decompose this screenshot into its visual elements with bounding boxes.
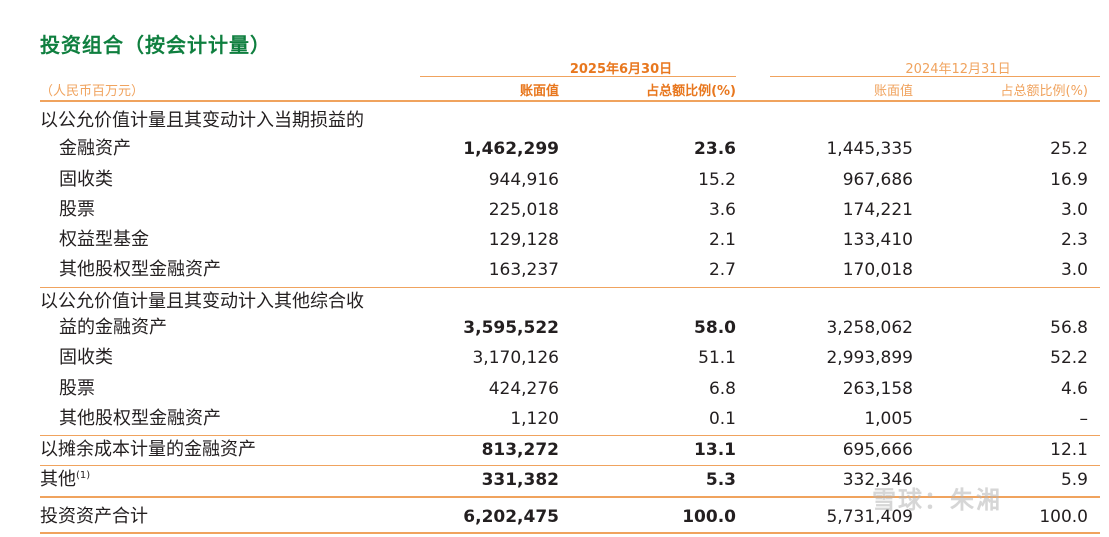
value-previous: 1,445,335 xyxy=(826,139,913,159)
percent-current: 51.1 xyxy=(698,348,736,368)
col-book-value-previous: 账面值 xyxy=(873,84,913,99)
value-previous: 2,993,899 xyxy=(826,348,913,368)
period-previous-rule xyxy=(770,76,1100,77)
value-current: 129,128 xyxy=(488,230,559,250)
row-label: 投资资产合计 xyxy=(40,506,148,527)
percent-previous: 4.6 xyxy=(1060,379,1088,399)
percent-previous: 16.9 xyxy=(1050,170,1088,190)
period-previous: 2024年12月31日 xyxy=(905,62,1011,77)
footnote-marker: (1) xyxy=(76,470,91,481)
row-label: 其他(1) xyxy=(40,465,90,495)
percent-current: 23.6 xyxy=(694,139,736,159)
table-row: 股票 424,276 6.8 263,158 4.6 xyxy=(0,374,1109,404)
table-row: 股票 225,018 3.6 174,221 3.0 xyxy=(0,195,1109,225)
percent-previous: 25.2 xyxy=(1050,139,1088,159)
value-current: 163,237 xyxy=(488,260,559,280)
percent-previous: – xyxy=(1079,409,1089,429)
table-row: 以公允价值计量且其变动计入当期损益的 xyxy=(0,106,1109,136)
table-row-total: 投资资产合计 6,202,475 100.0 5,731,409 100.0 xyxy=(0,502,1109,532)
value-current: 3,170,126 xyxy=(472,348,559,368)
percent-previous: 12.1 xyxy=(1050,440,1088,460)
value-previous: 3,258,062 xyxy=(826,318,913,338)
period-current: 2025年6月30日 xyxy=(569,62,673,77)
value-previous: 967,686 xyxy=(842,170,913,190)
percent-previous: 2.3 xyxy=(1060,230,1088,250)
row-label: 金融资产 xyxy=(59,138,131,159)
row-divider xyxy=(40,287,1100,288)
row-divider xyxy=(40,435,1100,436)
row-label: 固收类 xyxy=(59,169,113,190)
value-current: 331,382 xyxy=(481,470,559,490)
watermark: 雪球：朱湘 xyxy=(872,486,1002,514)
row-label-text: 其他 xyxy=(40,469,76,490)
value-current: 6,202,475 xyxy=(463,507,559,527)
value-previous: 174,221 xyxy=(842,200,913,220)
value-previous: 1,005 xyxy=(864,409,913,429)
header-rule xyxy=(40,100,1100,102)
table-row: 以公允价值计量且其变动计入其他综合收 xyxy=(0,287,1109,317)
row-label: 权益型基金 xyxy=(59,229,149,250)
percent-current: 0.1 xyxy=(708,409,736,429)
percent-previous: 56.8 xyxy=(1050,318,1088,338)
col-percent-current: 占总额比例(%) xyxy=(646,84,736,99)
value-current: 1,120 xyxy=(510,409,559,429)
row-label: 益的金融资产 xyxy=(59,317,167,338)
percent-current: 2.1 xyxy=(708,230,736,250)
value-current: 944,916 xyxy=(488,170,559,190)
value-current: 3,595,522 xyxy=(463,318,559,338)
row-label: 以公允价值计量且其变动计入其他综合收 xyxy=(40,291,364,312)
percent-current: 13.1 xyxy=(694,440,736,460)
table-row: 固收类 944,916 15.2 967,686 16.9 xyxy=(0,165,1109,195)
percent-current: 58.0 xyxy=(694,318,736,338)
value-current: 1,462,299 xyxy=(463,139,559,159)
value-current: 225,018 xyxy=(488,200,559,220)
row-label: 以摊余成本计量的金融资产 xyxy=(40,439,256,460)
unit-label: （人民币百万元） xyxy=(40,84,145,99)
percent-previous: 52.2 xyxy=(1050,348,1088,368)
percent-previous: 100.0 xyxy=(1039,507,1088,527)
percent-previous: 3.0 xyxy=(1060,200,1088,220)
table-row: 固收类 3,170,126 51.1 2,993,899 52.2 xyxy=(0,343,1109,373)
col-percent-previous: 占总额比例(%) xyxy=(1000,84,1089,99)
value-previous: 263,158 xyxy=(842,379,913,399)
percent-current: 5.3 xyxy=(705,470,736,490)
total-rule xyxy=(40,496,1100,498)
table-row: 其他(1) 331,382 5.3 332,346 5.9 xyxy=(0,465,1109,495)
table-row: 以摊余成本计量的金融资产 813,272 13.1 695,666 12.1 xyxy=(0,435,1109,465)
percent-current: 15.2 xyxy=(698,170,736,190)
col-book-value-current: 账面值 xyxy=(519,84,559,99)
table-row: 其他股权型金融资产 1,120 0.1 1,005 – xyxy=(0,404,1109,434)
row-label: 股票 xyxy=(59,378,95,399)
row-divider xyxy=(40,465,1100,466)
row-label: 固收类 xyxy=(59,347,113,368)
value-current: 424,276 xyxy=(488,379,559,399)
value-previous: 133,410 xyxy=(842,230,913,250)
percent-current: 3.6 xyxy=(708,200,736,220)
value-previous: 332,346 xyxy=(842,470,913,490)
percent-current: 6.8 xyxy=(708,379,736,399)
value-previous: 5,731,409 xyxy=(826,507,913,527)
row-label: 股票 xyxy=(59,199,95,220)
value-previous: 695,666 xyxy=(842,440,913,460)
bottom-rule xyxy=(40,532,1100,534)
percent-previous: 3.0 xyxy=(1060,260,1088,280)
percent-previous: 5.9 xyxy=(1060,470,1088,490)
percent-current: 100.0 xyxy=(682,507,736,527)
row-label: 以公允价值计量且其变动计入当期损益的 xyxy=(40,110,364,131)
table-row: 益的金融资产 3,595,522 58.0 3,258,062 56.8 xyxy=(0,313,1109,343)
table-row: 金融资产 1,462,299 23.6 1,445,335 25.2 xyxy=(0,134,1109,164)
row-label: 其他股权型金融资产 xyxy=(59,408,221,429)
percent-current: 2.7 xyxy=(708,260,736,280)
table-row: 权益型基金 129,128 2.1 133,410 2.3 xyxy=(0,225,1109,255)
table-title: 投资组合（按会计计量） xyxy=(40,33,271,57)
table-row: 其他股权型金融资产 163,237 2.7 170,018 3.0 xyxy=(0,255,1109,285)
value-current: 813,272 xyxy=(481,440,559,460)
row-label: 其他股权型金融资产 xyxy=(59,259,221,280)
period-current-rule xyxy=(420,76,736,77)
value-previous: 170,018 xyxy=(842,260,913,280)
